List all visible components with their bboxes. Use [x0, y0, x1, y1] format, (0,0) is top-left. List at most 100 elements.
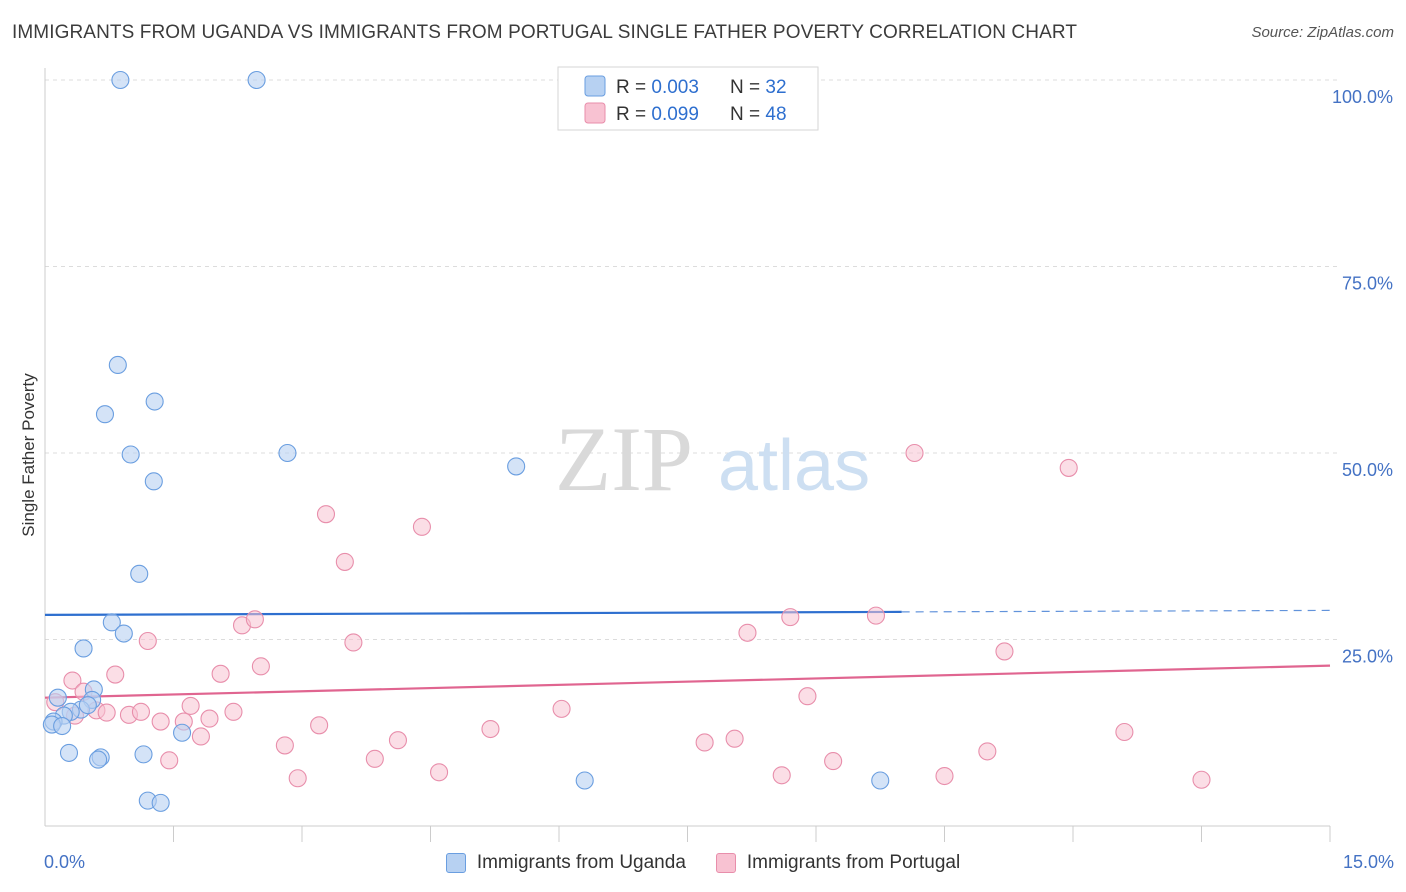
trend-lines [44, 609, 1331, 699]
point-portugal [138, 631, 157, 651]
svg-text:R = 0.003: R = 0.003 [616, 77, 699, 98]
watermark: ZIP atlas [555, 408, 870, 510]
point-portugal [695, 733, 714, 752]
point-portugal [995, 642, 1014, 661]
point-portugal [200, 709, 219, 728]
point-uganda [144, 472, 163, 491]
point-uganda [53, 716, 72, 736]
point-portugal [824, 752, 843, 771]
point-portugal [131, 702, 150, 721]
stats-legend-n-label: N = [730, 77, 765, 98]
point-uganda [145, 392, 164, 411]
point-portugal [552, 699, 571, 718]
stats-legend-n-value: 48 [765, 104, 786, 125]
scatter-chart: ZIP atlas 25.0% 50.0% 75.0% 100.0% Single F… [19, 66, 1393, 842]
x-tick-label-max: 15.0% [1342, 852, 1394, 872]
svg-text:N = 32: N = 32 [730, 77, 787, 98]
point-portugal [316, 505, 336, 524]
y-tick-label: 25.0% [1342, 647, 1393, 667]
point-portugal [430, 763, 449, 782]
point-portugal [191, 727, 210, 746]
y-tick-label: 100.0% [1332, 87, 1393, 107]
watermark-zip: ZIP [555, 408, 693, 510]
point-uganda [134, 745, 153, 764]
stats-legend: R = 0.003 N = 32 R = 0.099 N = 48 [557, 66, 819, 131]
svg-text:N = 48: N = 48 [730, 104, 787, 125]
point-uganda [247, 70, 266, 90]
point-portugal [772, 766, 791, 785]
point-portugal [905, 443, 924, 463]
point-portugal [245, 610, 264, 629]
point-portugal [365, 749, 384, 768]
stats-legend-swatch-portugal [584, 102, 606, 124]
point-portugal [798, 687, 817, 706]
stats-legend-swatch-uganda [584, 75, 606, 97]
point-portugal [1115, 722, 1134, 742]
data-points [42, 70, 1211, 812]
series-legend: Immigrants from Uganda Immigrants from P… [0, 852, 1406, 874]
stats-legend-n-label: N = [730, 104, 765, 125]
point-portugal [935, 766, 954, 786]
point-uganda [78, 696, 97, 715]
x-ticks [173, 826, 1331, 842]
point-portugal [97, 703, 116, 722]
point-portugal [335, 552, 354, 571]
point-uganda [108, 355, 127, 375]
point-uganda [114, 624, 133, 643]
point-uganda [74, 639, 93, 658]
point-uganda [130, 564, 149, 583]
point-uganda [59, 743, 79, 762]
point-portugal [412, 517, 431, 536]
trend-line-uganda-extension [901, 609, 1331, 613]
source-label: Source: ZipAtlas.com [1251, 24, 1394, 41]
y-tick-labels: 25.0% 50.0% 75.0% 100.0% [1332, 87, 1393, 667]
point-portugal [224, 702, 243, 721]
point-portugal [344, 633, 363, 652]
x-tick-label-min: 0.0% [44, 852, 86, 872]
point-portugal [738, 623, 757, 642]
trend-line-uganda [44, 610, 902, 616]
point-uganda [507, 457, 526, 476]
point-portugal [63, 671, 82, 690]
point-uganda [278, 443, 297, 463]
point-portugal [725, 729, 744, 748]
point-portugal [211, 664, 230, 683]
point-portugal [978, 742, 997, 761]
point-portugal [151, 712, 170, 731]
legend-label-uganda: Immigrants from Uganda [476, 852, 686, 873]
y-tick-label: 50.0% [1342, 460, 1393, 480]
point-portugal [1192, 770, 1211, 789]
point-uganda [151, 793, 170, 812]
point-portugal [181, 696, 200, 715]
point-uganda [111, 70, 130, 90]
point-uganda [871, 771, 890, 790]
point-portugal [106, 665, 125, 684]
point-portugal [1059, 458, 1078, 477]
legend-swatch-uganda [445, 853, 466, 873]
point-uganda [102, 613, 121, 632]
point-uganda [173, 723, 192, 742]
y-tick-label: 75.0% [1342, 274, 1393, 294]
legend-swatch-portugal [715, 853, 736, 873]
point-uganda [89, 750, 108, 769]
stats-legend-r-value: 0.099 [651, 104, 699, 125]
point-uganda [95, 405, 115, 424]
gridlines [45, 79, 1340, 640]
stats-legend-r-label: R = [616, 77, 651, 98]
stats-legend-n-value: 32 [765, 77, 786, 98]
legend-label-portugal: Immigrants from Portugal [746, 852, 961, 873]
stats-legend-r-value: 0.003 [651, 77, 699, 98]
point-portugal [481, 719, 500, 739]
point-portugal [781, 608, 800, 627]
legend-item-portugal: Immigrants from Portugal [715, 852, 961, 874]
point-portugal [866, 606, 886, 625]
point-portugal [275, 736, 294, 755]
point-portugal [160, 751, 179, 770]
legend-item-uganda: Immigrants from Uganda [445, 852, 686, 874]
point-portugal [251, 657, 270, 676]
point-portugal [288, 769, 307, 788]
y-axis-label: Single Father Poverty [19, 373, 38, 537]
point-uganda [48, 688, 67, 707]
point-uganda [575, 771, 594, 790]
svg-text:R = 0.099: R = 0.099 [616, 104, 699, 125]
